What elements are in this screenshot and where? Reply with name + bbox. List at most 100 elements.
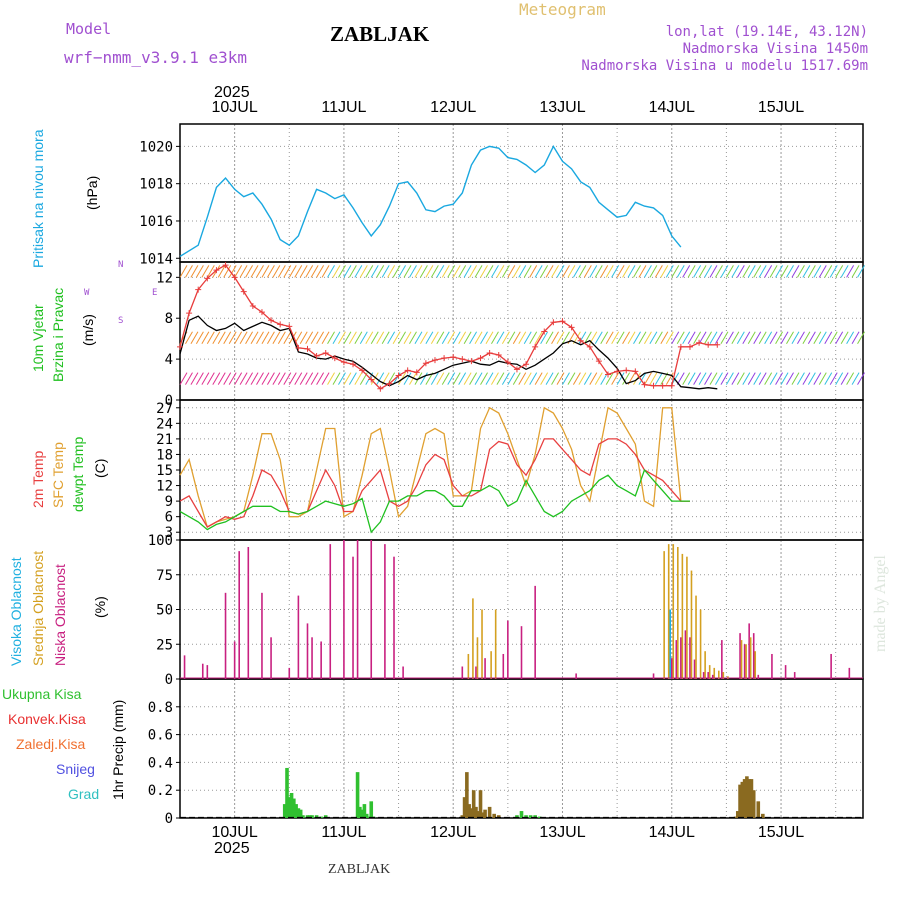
wind-barb bbox=[797, 265, 805, 278]
total-precip-bar bbox=[310, 815, 314, 818]
wind-barb bbox=[840, 372, 849, 385]
wind-barb bbox=[583, 265, 592, 278]
wind-barb bbox=[398, 265, 406, 278]
gust-marker bbox=[459, 356, 466, 363]
wind-barb bbox=[747, 372, 756, 385]
total-precip-bar bbox=[314, 815, 319, 818]
wind-barb bbox=[272, 331, 281, 345]
wind-barb bbox=[179, 372, 188, 385]
wind-barb bbox=[245, 331, 253, 345]
wind-barb bbox=[359, 265, 368, 278]
wind-barb bbox=[622, 372, 631, 385]
y-tick-label: 0.4 bbox=[148, 755, 173, 771]
wind-barb bbox=[698, 265, 707, 278]
wind-barb bbox=[179, 265, 188, 278]
wind-barb bbox=[572, 372, 581, 385]
wind-barb bbox=[266, 372, 275, 385]
wind-barb bbox=[223, 372, 232, 385]
gust-marker bbox=[395, 372, 402, 379]
wind-barb bbox=[633, 331, 641, 345]
wind-barb bbox=[551, 331, 559, 345]
gust-marker bbox=[350, 361, 357, 368]
wind-barb bbox=[529, 265, 538, 278]
wind-barb bbox=[376, 331, 385, 345]
wind-barb bbox=[217, 372, 226, 385]
altitude-info: Nadmorska Visina 1450m bbox=[682, 41, 868, 57]
wind-barb bbox=[223, 265, 232, 278]
wind-barb bbox=[414, 265, 423, 278]
wind-barb bbox=[851, 331, 860, 345]
convective-precip-bar bbox=[747, 779, 751, 818]
wind-barb bbox=[578, 331, 587, 345]
panel-frame bbox=[179, 678, 864, 819]
wind-barb bbox=[217, 265, 226, 278]
gust-marker bbox=[614, 368, 621, 375]
day-label-top: 15JUL bbox=[758, 99, 804, 116]
wind-barb bbox=[704, 265, 712, 278]
wind-barb bbox=[316, 331, 325, 345]
wind-barb bbox=[381, 265, 390, 278]
wind-barb bbox=[671, 265, 680, 278]
wind-barb bbox=[644, 372, 652, 385]
wind-barb bbox=[818, 372, 827, 385]
wind-barb bbox=[507, 265, 516, 278]
wind-barb bbox=[518, 372, 527, 385]
total-precip-bar bbox=[323, 815, 328, 818]
gust-marker bbox=[605, 371, 612, 378]
wind-barb bbox=[742, 372, 751, 385]
gust-marker bbox=[696, 339, 703, 346]
wind-barb bbox=[622, 331, 631, 345]
gust-marker bbox=[450, 354, 457, 361]
wind-barb bbox=[365, 331, 374, 345]
wind-barb bbox=[545, 331, 554, 345]
wind-barb bbox=[676, 265, 685, 278]
wind-barb bbox=[731, 331, 740, 345]
y-tick-label: 9 bbox=[165, 494, 173, 510]
y-tick-label: 75 bbox=[156, 568, 173, 584]
wind-barb bbox=[239, 331, 248, 345]
gust-marker bbox=[322, 349, 329, 356]
gust-marker bbox=[222, 262, 229, 269]
wind-barb bbox=[802, 331, 811, 345]
station-title: ZABLJAK bbox=[330, 22, 430, 46]
wind-barb bbox=[370, 265, 379, 278]
legend-convective: Konvek.Kisa bbox=[8, 711, 86, 727]
wind-barb bbox=[266, 265, 275, 278]
y-tick-label: 24 bbox=[156, 416, 173, 432]
convective-precip-bar bbox=[469, 808, 474, 818]
wind-barb bbox=[616, 372, 625, 385]
wind-barb bbox=[425, 331, 434, 345]
wind-barb bbox=[523, 265, 532, 278]
gust-marker bbox=[249, 302, 256, 309]
wind-barb bbox=[447, 265, 456, 278]
wind-barb bbox=[589, 265, 598, 278]
gust-marker bbox=[577, 337, 584, 344]
wind-barb bbox=[310, 331, 319, 345]
wind-barb bbox=[540, 331, 549, 345]
day-label-top: 10JUL bbox=[212, 99, 258, 116]
wind-barb bbox=[234, 331, 243, 345]
y-tick-label: 0 bbox=[165, 672, 173, 688]
wind-barb bbox=[725, 265, 734, 278]
wind-barb bbox=[649, 372, 658, 385]
wind-barb bbox=[813, 265, 822, 278]
wind-barb bbox=[185, 265, 193, 278]
t2m-line bbox=[179, 438, 690, 528]
wind-barb bbox=[288, 372, 297, 385]
wind-barb bbox=[572, 265, 581, 278]
wind-barb bbox=[540, 372, 549, 385]
wind-barb bbox=[228, 372, 237, 385]
wind-barb bbox=[447, 372, 456, 385]
wind-barb bbox=[567, 372, 576, 385]
wind-barb bbox=[654, 265, 663, 278]
gust-marker bbox=[586, 343, 593, 350]
wind-barb bbox=[294, 265, 303, 278]
wind-barb bbox=[851, 265, 860, 278]
total-precip-bar bbox=[298, 809, 303, 818]
wind-barb bbox=[348, 265, 357, 278]
gust-marker bbox=[277, 321, 284, 328]
wind-barb bbox=[458, 265, 467, 278]
wind-barb bbox=[769, 372, 778, 385]
wind-barb bbox=[857, 331, 865, 345]
